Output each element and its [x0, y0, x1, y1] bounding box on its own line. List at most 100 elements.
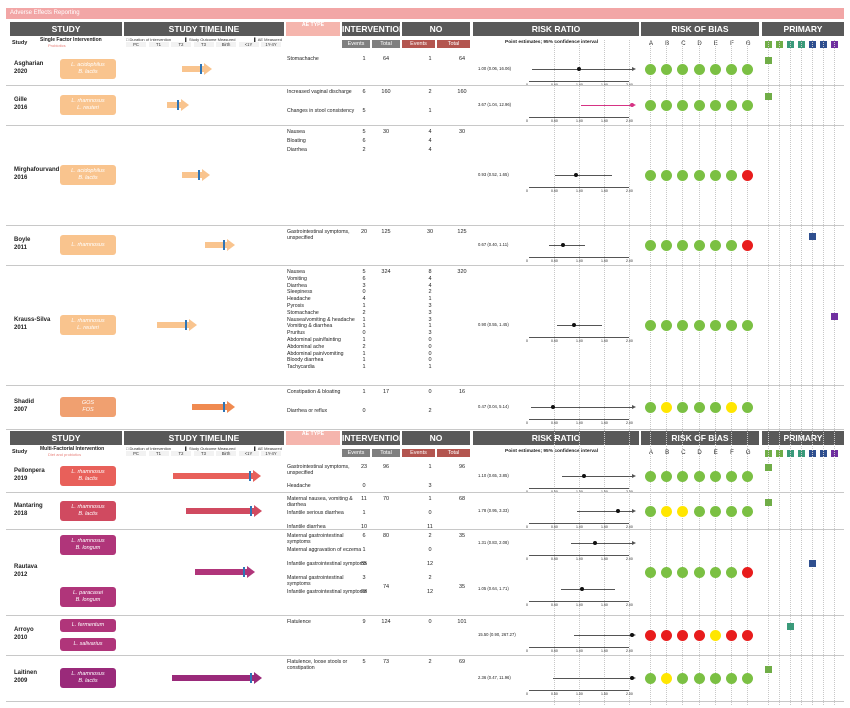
strain-name: L. reuteri	[77, 325, 99, 331]
forest-tick-label: 0.50	[551, 603, 558, 607]
strain-pill: L. salivarius	[60, 638, 116, 651]
study-name: Boyle	[14, 237, 31, 243]
no-intervention-total: 96	[458, 464, 466, 470]
ae-type: Maternal aggravation of eczema	[287, 547, 362, 553]
ci-arrow	[631, 103, 636, 107]
strain-name: L. acidophilus	[71, 61, 105, 68]
no-intervention-total: 68	[458, 496, 466, 502]
strain-name: B. lactis	[78, 678, 98, 684]
intervention-total: 324	[381, 269, 391, 275]
outcome-marker	[223, 402, 225, 412]
bias-dot	[709, 402, 721, 413]
primary-outcome-square	[831, 313, 838, 320]
header-study-characteristics: STUDY CHARACTERISTICS	[10, 22, 122, 48]
forest-tick-label: 1.50	[601, 524, 608, 529]
no-intervention-events: 1	[428, 464, 432, 470]
intervention-total-label: Total	[372, 40, 400, 48]
forest-tick-label: 1.50	[601, 119, 608, 123]
ae-type: Diarrhea	[287, 147, 307, 153]
bias-dot	[742, 505, 754, 517]
forest-tick-label: 2.00	[626, 119, 633, 123]
bias-dot	[726, 630, 737, 641]
bias-dot	[645, 673, 656, 684]
timepoint-label: PC	[126, 451, 146, 456]
strain-name: L. rhamnosus	[71, 538, 105, 544]
ae-type: Infantile serious diarrhea	[287, 510, 344, 516]
study-name: Mirghafourvand	[14, 167, 60, 173]
ci-arrow	[631, 633, 636, 637]
forest-tick-label: 1.00	[576, 83, 583, 87]
strain-pill: L. rhamnosus B. lactis	[60, 500, 116, 521]
no-intervention-events: 0	[428, 337, 432, 343]
intervention-total: 30	[382, 129, 390, 135]
no-intervention-events: 0	[428, 510, 432, 516]
intervention-total: 96	[382, 464, 390, 470]
intervention-events: 2	[362, 147, 366, 153]
row-separator	[6, 125, 844, 126]
ci-line	[570, 543, 632, 544]
no-intervention-total-label: Total	[437, 449, 470, 457]
intervention-events: 1	[362, 389, 366, 395]
strain-name: B. longum	[75, 597, 101, 603]
intervention-type-sub: Diet and probiotics	[48, 452, 82, 457]
row-separator	[6, 225, 844, 226]
forest-tick-label: 1.00	[576, 421, 583, 425]
bias-dot	[677, 471, 689, 482]
bias-dot	[693, 63, 705, 75]
bias-dot	[661, 505, 673, 517]
forest-tick-label: 0.50	[551, 259, 558, 263]
forest-tick-label: 0	[526, 421, 528, 425]
no-intervention-total: 160	[457, 89, 467, 95]
study-year: 2007	[14, 407, 28, 413]
row-separator	[6, 265, 844, 266]
bias-dot	[742, 402, 754, 413]
no-intervention-events: 3	[428, 316, 432, 323]
no-intervention-events: 1	[428, 56, 432, 62]
bias-gridline	[650, 40, 652, 705]
intervention-total: 17	[382, 389, 390, 395]
primary-outcome-square	[765, 498, 772, 506]
bias-gridline	[747, 40, 749, 705]
ci-line	[581, 105, 632, 106]
forest-tick-label: 0	[526, 83, 528, 87]
point-estimate	[579, 587, 584, 591]
bias-dot	[693, 567, 705, 578]
intervention-total: 64	[382, 56, 390, 62]
no-intervention-events-label: Events	[402, 449, 435, 457]
forest-tick-label: 0.50	[551, 189, 558, 193]
outcome-gridline	[812, 40, 814, 705]
bias-dot	[726, 320, 737, 331]
no-intervention-events: 1	[428, 496, 432, 502]
bias-dot	[677, 673, 689, 684]
bias-letter-c: C	[681, 41, 686, 47]
rr-value: 2.36 (0.47, 11.96)	[478, 675, 511, 680]
intervention-total: 74	[382, 584, 390, 590]
strain-pill: L. rhamnosus B. lactis	[60, 668, 116, 688]
timepoint-label: 1Y-4Y	[261, 451, 281, 456]
outcome-marker	[249, 471, 251, 481]
no-intervention-total: 64	[458, 56, 466, 62]
header-study-timeline-2: STUDY TIMELINE	[124, 431, 284, 445]
strain-name: L. reuteri	[77, 105, 99, 111]
timeline-arrowhead	[204, 62, 212, 75]
bias-dot	[661, 240, 673, 251]
bias-letter-c: C	[681, 450, 686, 456]
forest-tick-label: 1.50	[601, 421, 608, 425]
no-intervention-events: 30	[426, 229, 434, 235]
outcome-gridline	[779, 40, 781, 705]
ae-type: Bloating	[287, 138, 306, 144]
forest-tick-label: 2.00	[626, 524, 633, 529]
bias-dot	[726, 402, 737, 413]
rr-value: 0.67 (0.40, 1.11)	[478, 242, 509, 247]
intervention-total: 80	[382, 533, 390, 539]
bias-dot	[661, 402, 673, 413]
outcome-marker	[223, 240, 225, 250]
bias-dot	[693, 630, 705, 641]
ae-type: Constipation & bloating	[287, 389, 341, 395]
timeline-arrow	[173, 473, 253, 479]
no-intervention-events: 3	[428, 303, 432, 309]
timepoint-label: T3	[193, 42, 214, 47]
study-year: 2018	[14, 510, 28, 517]
forest-tick-label: 2.00	[626, 259, 633, 263]
ae-type: Bloody diarrhea	[287, 357, 324, 364]
